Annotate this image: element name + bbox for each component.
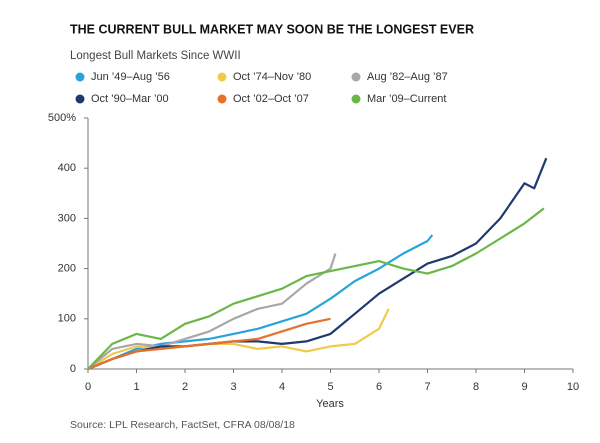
legend-label: Oct ’90–Mar ’00 <box>91 93 169 105</box>
legend-marker <box>75 94 85 104</box>
x-tick-label: 6 <box>376 381 382 393</box>
series-line <box>87 234 434 371</box>
x-tick-label: 10 <box>567 381 579 393</box>
legend-label: Oct ’74–Nov ’80 <box>233 71 311 83</box>
series-line <box>87 317 331 371</box>
x-tick-label: 3 <box>230 381 236 393</box>
legend-label: Aug ’82–Aug ’87 <box>367 71 448 83</box>
legend-label: Jun ’49–Aug ’56 <box>91 71 170 83</box>
legend-marker <box>75 72 85 82</box>
x-tick-label: 9 <box>521 381 527 393</box>
source: Source: LPL Research, FactSet, CFRA 08/0… <box>70 419 295 431</box>
legend-marker <box>351 72 361 82</box>
series-line <box>87 308 390 370</box>
series-line <box>87 157 548 371</box>
x-tick-label: 5 <box>327 381 333 393</box>
x-tick-label: 0 <box>85 381 91 393</box>
series-line <box>87 207 545 370</box>
legend-label: Mar ’09–Current <box>367 93 446 105</box>
series-line <box>87 253 337 370</box>
x-tick-label: 4 <box>279 381 285 393</box>
legend-marker <box>217 94 227 104</box>
legend-label: Oct ’02–Oct ’07 <box>233 93 309 105</box>
y-tick-label: 400 <box>58 162 76 174</box>
legend-marker <box>217 72 227 82</box>
y-tick-label: 200 <box>58 263 76 275</box>
y-tick-label: 100 <box>58 313 76 325</box>
y-tick-label: 0 <box>70 363 76 375</box>
y-tick-label: 300 <box>58 212 76 224</box>
x-tick-label: 8 <box>473 381 479 393</box>
x-tick-label: 2 <box>182 381 188 393</box>
x-axis-label: Years <box>316 398 344 410</box>
chart-title: THE CURRENT BULL MARKET MAY SOON BE THE … <box>70 22 474 36</box>
chart-subtitle: Longest Bull Markets Since WWII <box>70 50 241 62</box>
x-tick-label: 1 <box>133 381 139 393</box>
legend-marker <box>351 94 361 104</box>
y-tick-label: 500% <box>48 112 76 124</box>
x-tick-label: 7 <box>424 381 430 393</box>
